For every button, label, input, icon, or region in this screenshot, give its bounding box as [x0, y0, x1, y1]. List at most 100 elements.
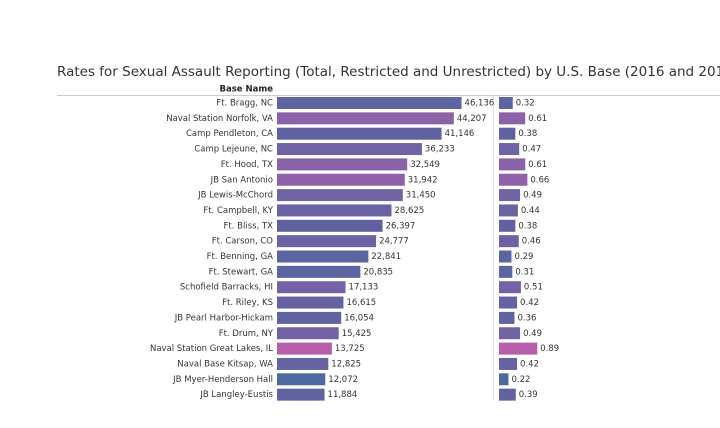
value-label: 31,450: [406, 191, 436, 201]
value-label: 0.61: [528, 114, 547, 124]
bar: [277, 189, 403, 202]
category-label: JB Lewis-McChord: [197, 191, 273, 201]
bar: [277, 281, 346, 294]
bar: [499, 173, 528, 186]
value-label: 16,615: [346, 298, 376, 308]
category-label: Ft. Bliss, TX: [224, 221, 274, 231]
chart-title: Rates for Sexual Assault Reporting (Tota…: [57, 64, 720, 80]
bar: [499, 311, 515, 324]
value-label: 0.49: [523, 191, 542, 201]
bar: [277, 327, 339, 340]
value-label: 0.31: [515, 267, 534, 277]
bar: [499, 158, 526, 171]
value-label: 0.42: [520, 359, 539, 369]
value-label: 15,425: [342, 329, 372, 339]
category-label: Schofield Barracks, HI: [180, 283, 273, 293]
category-label: Naval Base Kitsap, WA: [177, 359, 273, 369]
bar: [277, 112, 454, 125]
category-label: Ft. Hood, TX: [221, 160, 273, 170]
value-label: 0.39: [519, 390, 538, 400]
value-label: 32,549: [410, 160, 440, 170]
bar: [277, 143, 422, 156]
bar: [277, 296, 344, 309]
category-label: JB San Antonio: [210, 175, 273, 185]
bar: [499, 388, 516, 401]
bar: [499, 296, 518, 309]
value-label: 12,825: [331, 359, 361, 369]
value-label: 16,054: [344, 313, 374, 323]
value-label: 0.29: [514, 252, 533, 262]
bar: [277, 158, 408, 171]
value-label: 44,207: [457, 114, 487, 124]
bar: [499, 342, 538, 355]
category-label: JB Pearl Harbor-Hickam: [174, 313, 273, 323]
value-label: 12,072: [328, 375, 358, 385]
bar: [499, 357, 518, 370]
value-label: 22,841: [371, 252, 401, 262]
category-label: Ft. Drum, NY: [219, 329, 274, 339]
value-label: 0.49: [523, 329, 542, 339]
bar: [499, 112, 526, 125]
value-label: 36,233: [425, 145, 455, 155]
value-label: 24,777: [379, 237, 409, 247]
category-label: Naval Station Norfolk, VA: [166, 114, 273, 124]
value-label: 41,146: [445, 129, 475, 139]
bar: [499, 143, 520, 156]
bar: [277, 311, 342, 324]
category-label: JB Langley-Eustis: [199, 390, 273, 400]
category-label: Ft. Stewart, GA: [209, 267, 274, 277]
bar: [277, 250, 369, 263]
bar: [277, 342, 332, 355]
category-label: Camp Pendleton, CA: [186, 129, 273, 139]
category-label: JB Myer-Henderson Hall: [172, 375, 273, 385]
category-label: Camp Lejeune, NC: [194, 145, 273, 155]
bar: [499, 327, 521, 340]
category-label: Ft. Riley, KS: [222, 298, 273, 308]
value-label: 0.51: [524, 283, 543, 293]
value-label: 13,725: [335, 344, 365, 354]
bar: [499, 127, 516, 140]
bar: [277, 219, 383, 232]
value-label: 0.22: [511, 375, 530, 385]
value-label: 26,397: [386, 221, 416, 231]
bar: [499, 265, 513, 278]
value-label: 11,884: [328, 390, 358, 400]
bar: [277, 388, 325, 401]
bar: [499, 373, 509, 386]
bar: [277, 265, 361, 278]
value-label: 0.44: [521, 206, 540, 216]
value-label: 46,136: [465, 99, 495, 109]
value-label: 0.38: [518, 221, 537, 231]
bar: [499, 281, 521, 294]
bar: [277, 373, 326, 386]
category-label: Ft. Campbell, KY: [203, 206, 273, 216]
bar: [499, 219, 516, 232]
value-label: 0.46: [522, 237, 541, 247]
bar: [277, 235, 377, 248]
bar: [499, 204, 518, 217]
bar: [277, 173, 405, 186]
bar: [277, 204, 392, 217]
column-header: Base Name: [220, 85, 274, 95]
value-label: 0.66: [530, 175, 549, 185]
value-label: 28,625: [395, 206, 425, 216]
category-label: Ft. Carson, CO: [212, 237, 274, 247]
category-label: Ft. Benning, GA: [207, 252, 274, 262]
bar: [277, 97, 462, 109]
value-label: 31,942: [408, 175, 438, 185]
value-label: 0.47: [522, 145, 541, 155]
category-label: Naval Station Great Lakes, IL: [150, 344, 273, 354]
bar: [277, 127, 442, 140]
value-label: 0.89: [540, 344, 559, 354]
bar: [499, 189, 521, 202]
category-label: Ft. Bragg, NC: [216, 99, 273, 109]
value-label: 17,133: [349, 283, 379, 293]
bar: [277, 357, 329, 370]
bar: [499, 250, 512, 263]
value-label: 0.36: [517, 313, 536, 323]
value-label: 20,835: [363, 267, 393, 277]
bar: [499, 97, 513, 109]
value-label: 0.32: [516, 99, 535, 109]
value-label: 0.38: [518, 129, 537, 139]
